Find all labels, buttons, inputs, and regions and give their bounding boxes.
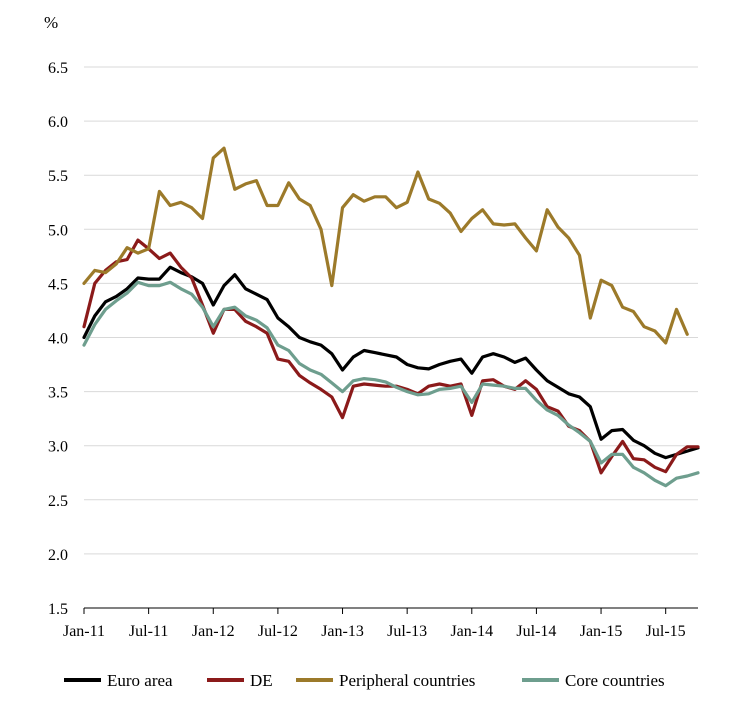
x-tick-label: Jan-12 [192, 623, 235, 640]
x-tick-label: Jan-13 [321, 623, 364, 640]
x-tick-label: Jan-14 [450, 623, 493, 640]
y-tick-label: 2.5 [48, 493, 68, 510]
x-axis-ticks: Jan-11 Jul-11 Jan-12 Jul-12 Jan-13 Jul-13 Jan-… [63, 608, 686, 640]
x-tick-label: Jul-11 [129, 623, 168, 640]
y-tick-label: 3.5 [48, 385, 68, 402]
x-tick-label: Jan-11 [63, 623, 105, 640]
legend-label: Euro area [107, 671, 173, 690]
y-axis-unit-label: % [44, 13, 58, 32]
y-tick-label: 3.0 [48, 439, 68, 456]
series-line-peripheral-countries [82, 146, 689, 345]
legend-label: DE [250, 671, 273, 690]
y-tick-label: 1.5 [48, 601, 68, 618]
y-tick-label: 4.5 [48, 276, 68, 293]
y-tick-label: 4.0 [48, 331, 68, 348]
x-tick-label: Jul-13 [387, 623, 427, 640]
series-line-euro-area [82, 265, 700, 460]
legend-label: Core countries [565, 671, 665, 690]
legend: Euro area DE Peripheral countries Core coun… [64, 671, 665, 690]
x-tick-label: Jul-14 [516, 623, 556, 640]
y-tick-label: 5.5 [48, 168, 68, 185]
x-tick-label: Jan-15 [580, 623, 623, 640]
legend-label: Peripheral countries [339, 671, 475, 690]
series-lines [82, 146, 700, 488]
y-tick-label: 6.0 [48, 114, 68, 131]
x-tick-label: Jul-15 [646, 623, 686, 640]
y-tick-label: 6.5 [48, 60, 68, 77]
y-tick-label: 5.0 [48, 222, 68, 239]
x-tick-label: Jul-12 [258, 623, 298, 640]
y-tick-label: 2.0 [48, 547, 68, 564]
series-line-core-countries [82, 280, 700, 488]
y-axis-tick-labels: 1.5 2.0 2.5 3.0 3.5 4.0 4.5 5.0 5.5 6.0 6.5 [48, 60, 68, 618]
gridlines [84, 66, 698, 555]
